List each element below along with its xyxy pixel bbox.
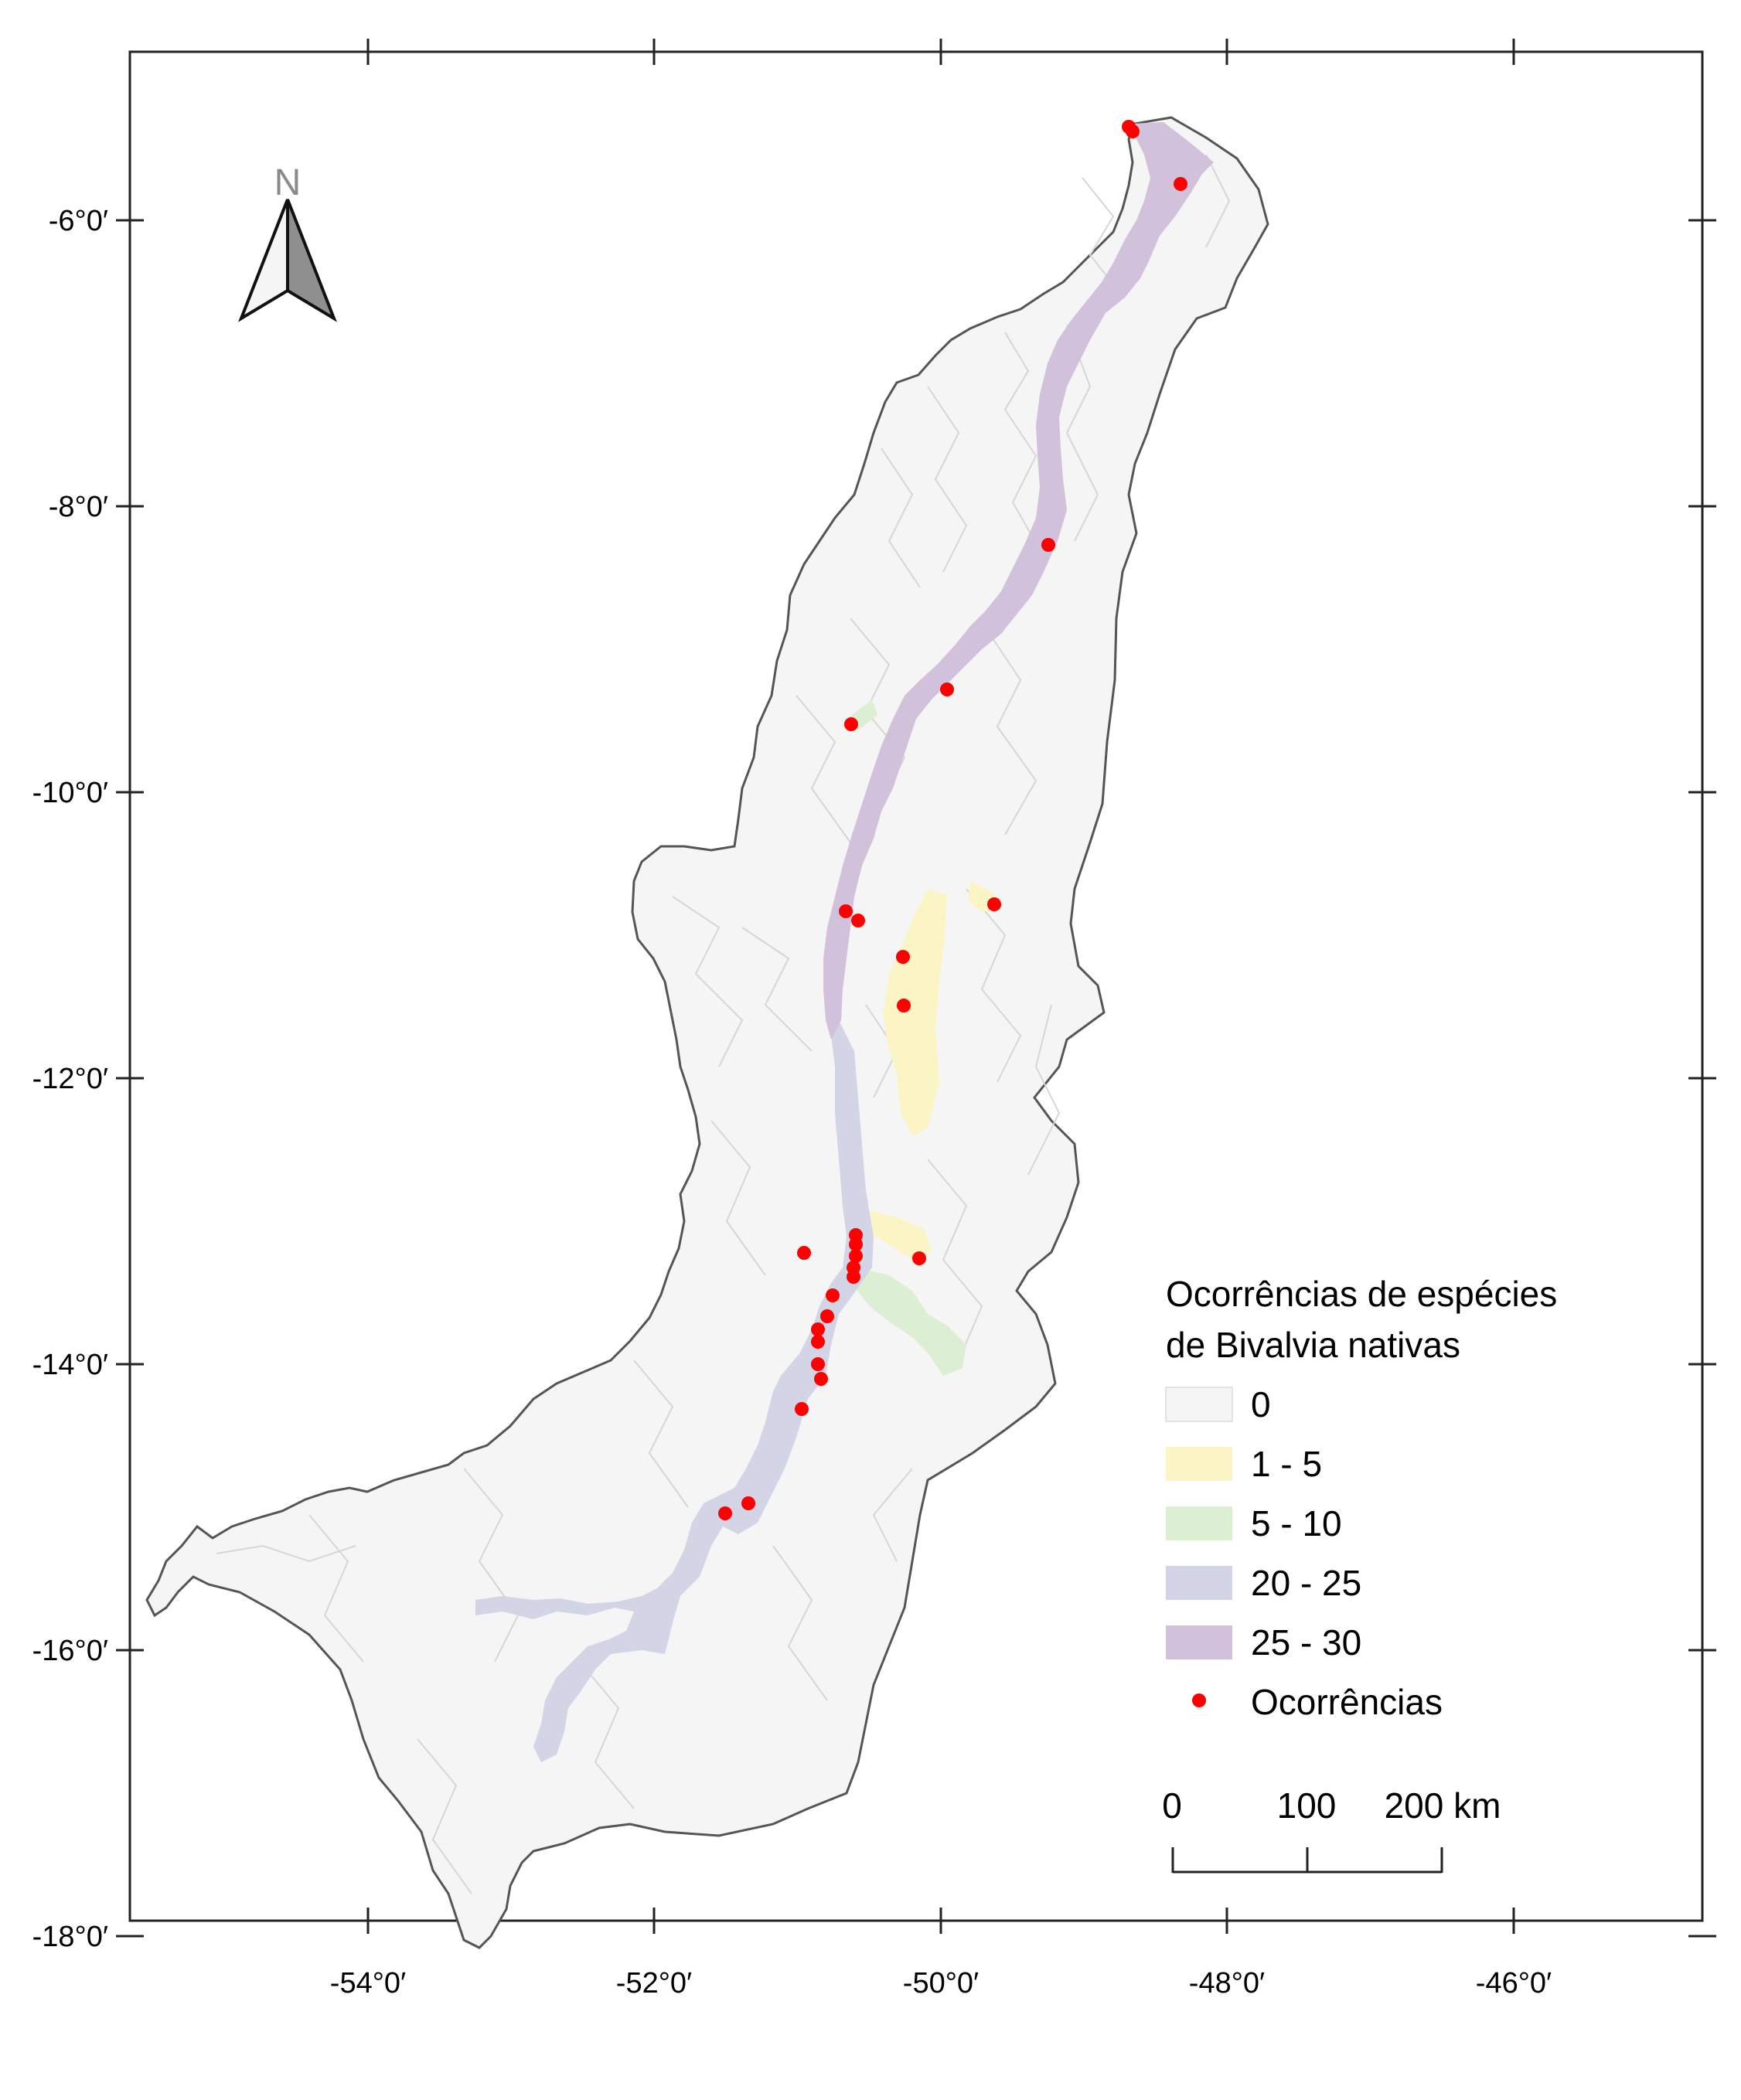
- legend-label-25-30: 25 - 30: [1251, 1622, 1361, 1663]
- lon-label: -52°0′: [616, 1967, 692, 2000]
- occurrence-point: [851, 914, 865, 927]
- legend-title-line2: de Bivalvia nativas: [1166, 1325, 1460, 1365]
- latitude-ticks: [116, 219, 1716, 1938]
- scale-label-200: 200 km: [1385, 1785, 1501, 1826]
- occurrence-point: [844, 717, 858, 731]
- occurrence-point: [896, 950, 910, 964]
- scale-bar-line: [1171, 1847, 1443, 1874]
- legend-title-line1: Ocorrências de espécies: [1166, 1274, 1557, 1314]
- lat-label: -8°0′: [49, 491, 108, 523]
- occurrence-point: [839, 904, 853, 918]
- lat-label: -14°0′: [32, 1349, 108, 1381]
- occurrence-point: [1174, 177, 1187, 191]
- basin-outline: [145, 116, 1269, 1949]
- class-1-5-zones: [866, 881, 1001, 1260]
- occurrence-point: [811, 1322, 825, 1336]
- lat-label: -10°0′: [32, 777, 108, 809]
- lat-label: -6°0′: [49, 205, 108, 237]
- occurrence-point: [814, 1372, 828, 1386]
- legend-swatch-0: [1165, 1387, 1233, 1422]
- occurrence-point: [797, 1246, 811, 1260]
- legend-point-symbol: [1192, 1693, 1206, 1707]
- lat-label: -16°0′: [32, 1635, 108, 1667]
- legend: Ocorrências de espécies de Bivalvia nati…: [1165, 1274, 1557, 1722]
- occurrence-point: [718, 1506, 732, 1520]
- lon-label: -54°0′: [330, 1967, 406, 2000]
- lat-label: -18°0′: [32, 1921, 108, 1953]
- longitude-labels: -54°0′ -52°0′ -50°0′ -48°0′ -46°0′: [330, 1967, 1552, 2000]
- legend-label-1-5: 1 - 5: [1251, 1444, 1322, 1484]
- north-arrow: N: [238, 162, 337, 322]
- scale-bar: 0 100 200 km: [1162, 1785, 1501, 1874]
- occurrence-points: [718, 120, 1187, 1520]
- lat-label: -12°0′: [32, 1063, 108, 1095]
- legend-swatch-1-5: [1166, 1447, 1232, 1481]
- occurrence-point: [741, 1496, 755, 1510]
- occurrence-point: [897, 999, 911, 1013]
- legend-swatch-5-10: [1166, 1506, 1232, 1540]
- legend-label-points: Ocorrências: [1251, 1682, 1443, 1722]
- lon-label: -46°0′: [1476, 1967, 1552, 2000]
- scale-label-100: 100: [1277, 1785, 1337, 1826]
- occurrence-point: [811, 1335, 825, 1349]
- occurrence-point: [987, 897, 1001, 911]
- north-arrow-right: [286, 199, 337, 322]
- occurrence-point: [849, 1249, 863, 1263]
- legend-label-0: 0: [1251, 1384, 1271, 1424]
- occurrence-point: [826, 1288, 840, 1302]
- latitude-labels: -6°0′ -8°0′ -10°0′ -12°0′ -14°0′ -16°0′ …: [32, 205, 108, 1953]
- occurrence-point: [849, 1237, 863, 1251]
- scale-label-0: 0: [1162, 1785, 1182, 1826]
- legend-label-20-25: 20 - 25: [1251, 1563, 1361, 1603]
- longitude-ticks: [366, 39, 1515, 1934]
- legend-swatch-25-30: [1166, 1625, 1232, 1659]
- occurrence-point: [811, 1357, 825, 1371]
- occurrence-point: [847, 1270, 860, 1284]
- occurrence-point: [940, 682, 954, 696]
- class-20-25-corridor: [475, 1020, 874, 1762]
- occurrence-point: [1041, 538, 1055, 552]
- occurrence-point: [820, 1309, 834, 1323]
- lon-label: -50°0′: [903, 1967, 979, 2000]
- occurrence-point: [795, 1402, 809, 1416]
- legend-label-5-10: 5 - 10: [1251, 1503, 1342, 1544]
- occurrence-point: [912, 1251, 926, 1265]
- occurrence-point: [1126, 124, 1140, 138]
- legend-swatch-20-25: [1166, 1566, 1232, 1600]
- north-arrow-label: N: [274, 162, 302, 203]
- lon-label: -48°0′: [1189, 1967, 1265, 2000]
- sub-basin-lines: [216, 154, 1231, 1894]
- class-25-30-corridor: [823, 122, 1214, 1040]
